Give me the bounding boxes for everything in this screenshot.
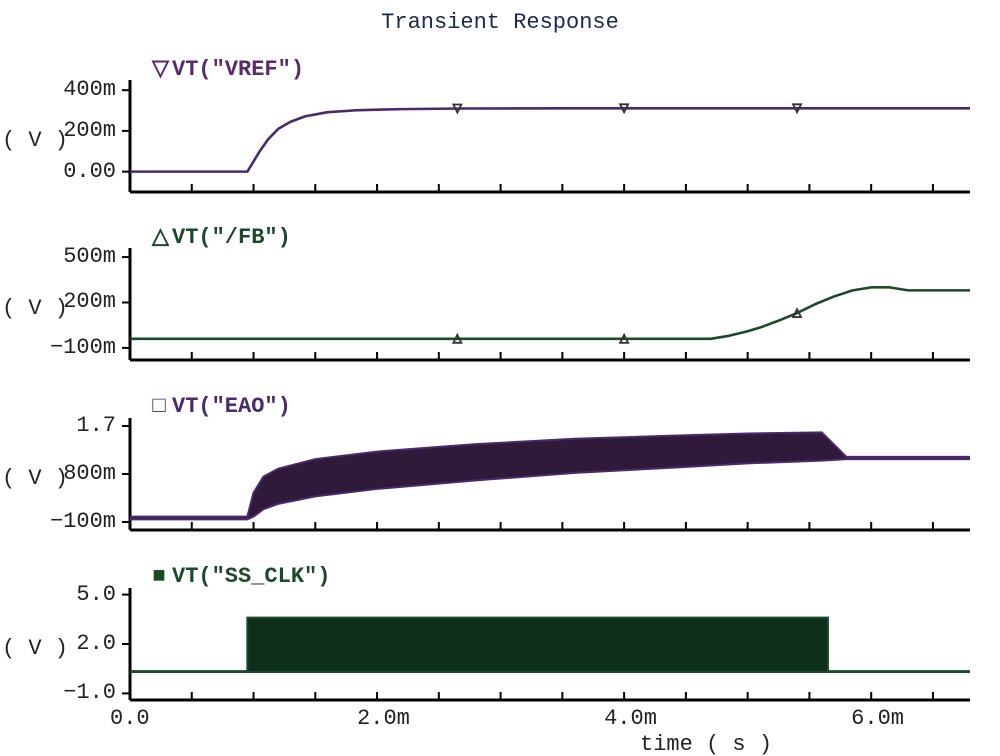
plot-vref (130, 80, 990, 212)
ylabel-eao: ( V ) (2, 466, 68, 491)
ylabel-vref: ( V ) (2, 128, 68, 153)
marker-glyph-fb: △ (152, 224, 166, 250)
marker-glyph-ssclk: ■ (152, 564, 166, 589)
series-label-vref: ▽VT("VREF") (152, 56, 304, 82)
series-label-ssclk: ■VT("SS_CLK") (152, 564, 330, 589)
ytick: 200m (63, 289, 116, 314)
xtick: 6.0m (851, 706, 904, 731)
plot-fb (130, 248, 990, 380)
x-axis-label: time ( s ) (640, 732, 772, 756)
ytick: 0.00 (63, 159, 116, 184)
ytick: 500m (63, 244, 116, 269)
plot-ssclk (130, 588, 990, 720)
ytick: 5.0 (76, 582, 116, 607)
ylabel-fb: ( V ) (2, 296, 68, 321)
page: { "title": "Transient Response", "global… (0, 0, 1000, 756)
xtick: 4.0m (604, 706, 657, 731)
xtick: 0.0 (110, 706, 150, 731)
marker-glyph-vref: ▽ (152, 56, 166, 82)
ytick: 200m (63, 118, 116, 143)
marker-glyph-eao: □ (152, 394, 166, 419)
ytick: 1.7 (76, 413, 116, 438)
ytick: 800m (63, 461, 116, 486)
plot-eao (130, 418, 990, 550)
xtick: 2.0m (357, 706, 410, 731)
ytick: −100m (50, 509, 116, 534)
chart-title: Transient Response (0, 10, 1000, 35)
ytick: 2.0 (76, 631, 116, 656)
ytick: 400m (63, 77, 116, 102)
series-label-fb: △VT("/FB") (152, 224, 291, 250)
ytick: −100m (50, 335, 116, 360)
series-label-eao: □VT("EAO") (152, 394, 291, 419)
ytick: −1.0 (63, 680, 116, 705)
ylabel-ssclk: ( V ) (2, 636, 68, 661)
